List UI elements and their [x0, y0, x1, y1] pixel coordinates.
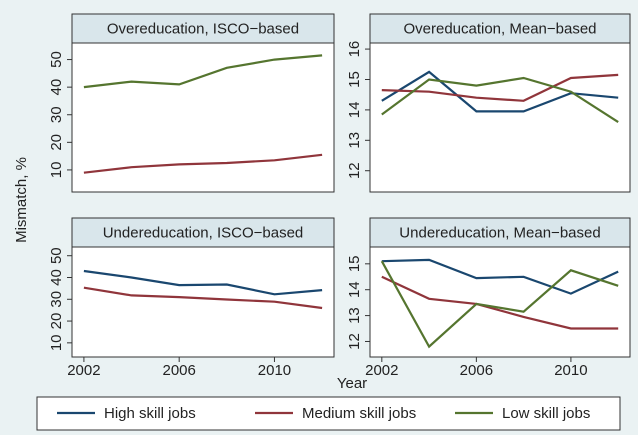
x-tick-label: 2002	[67, 362, 100, 379]
series-line	[83, 286, 323, 310]
series-line	[381, 73, 619, 102]
series-line	[380, 260, 619, 349]
series-line	[381, 258, 619, 295]
panel-header	[369, 217, 631, 248]
panel-header	[71, 217, 335, 248]
y-tick-label: 15	[346, 71, 363, 88]
x-axis-label: Year	[337, 375, 367, 392]
x-tick-label: 2006	[162, 362, 195, 379]
y-tick-label: 50	[48, 51, 65, 68]
y-tick-label: 10	[48, 162, 65, 179]
x-tick-label: 2002	[365, 362, 398, 379]
y-tick-label: 15	[346, 255, 363, 272]
legend-label: High skill jobs	[104, 405, 196, 422]
y-axis-label: Mismatch, %	[13, 157, 30, 243]
y-tick-label: 30	[48, 106, 65, 123]
panel-header	[71, 13, 335, 44]
x-tick-label: 2010	[258, 362, 291, 379]
x-tick-label: 2006	[460, 362, 493, 379]
y-tick-label: 40	[48, 269, 65, 286]
y-tick-label: 14	[346, 281, 363, 298]
panel-title: Undereducation, ISCO−based	[103, 224, 304, 241]
y-tick-label: 20	[48, 134, 65, 151]
y-tick-label: 16	[346, 41, 363, 58]
y-tick-label: 12	[346, 333, 363, 350]
series-line	[83, 153, 323, 174]
y-tick-label: 13	[346, 307, 363, 324]
y-tick-label: 30	[48, 291, 65, 308]
x-tick-label: 2010	[554, 362, 587, 379]
y-tick-label: 20	[48, 313, 65, 330]
y-tick-label: 10	[48, 334, 65, 351]
series-line	[83, 269, 323, 296]
plot-area	[71, 246, 335, 358]
plot-area	[369, 42, 631, 193]
y-tick-label: 14	[346, 102, 363, 119]
plot-area	[369, 246, 631, 358]
legend-label: Low skill jobs	[502, 405, 590, 422]
y-tick-label: 12	[346, 162, 363, 179]
y-tick-label: 50	[48, 247, 65, 264]
series-line	[83, 54, 323, 89]
y-tick-label: 13	[346, 132, 363, 149]
panel-title: Overeducation, Mean−based	[403, 20, 596, 37]
legend-label: Medium skill jobs	[302, 405, 416, 422]
series-line	[381, 70, 619, 113]
panel-title: Overeducation, ISCO−based	[107, 20, 299, 37]
plot-area	[71, 42, 335, 193]
legend	[36, 396, 621, 431]
series-line	[381, 76, 619, 124]
series-line	[381, 275, 619, 330]
panel-header	[369, 13, 631, 44]
y-tick-label: 40	[48, 79, 65, 96]
panel-title: Undereducation, Mean−based	[399, 224, 600, 241]
